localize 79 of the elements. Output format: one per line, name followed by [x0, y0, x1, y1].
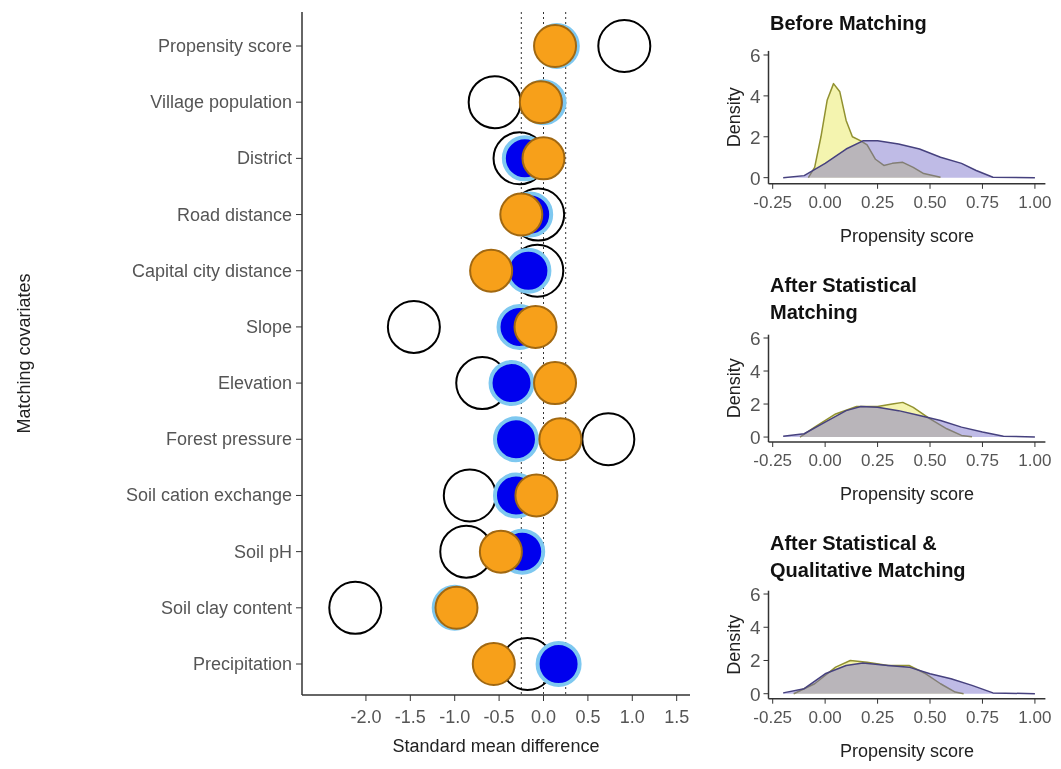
y-tick-label: 4	[749, 85, 761, 107]
y-tick-label: Soil pH	[233, 541, 292, 562]
y-tick-label: 2	[749, 126, 761, 148]
x-tick-label: 0.25	[861, 451, 895, 470]
x-axis-title: Standard mean difference	[392, 736, 600, 756]
point	[514, 473, 559, 518]
x-tick-label: -2.0	[350, 707, 382, 727]
x-tick-label: 0.25	[861, 707, 895, 727]
y-tick-label: Soil cation exchange	[125, 485, 292, 506]
y-axis-title: Density	[724, 87, 744, 148]
y-tick-label: 2	[749, 650, 761, 672]
y-axis-title: Density	[724, 358, 744, 419]
x-tick-label: 0.5	[575, 707, 601, 727]
y-tick-label: 0	[749, 427, 761, 449]
y-tick-label: 6	[749, 328, 761, 349]
point	[499, 192, 544, 237]
x-tick-label: 0.50	[913, 707, 947, 727]
x-tick-label: 0.00	[808, 451, 842, 470]
point	[538, 417, 583, 462]
y-tick-label: Village population	[150, 92, 292, 113]
y-tick-label: Road distance	[176, 204, 292, 225]
x-tick-label: -0.25	[753, 707, 793, 727]
point	[513, 304, 558, 349]
x-tick-label: 0.00	[808, 192, 842, 212]
y-tick-label: Slope	[245, 316, 292, 337]
x-tick-label: 0.0	[530, 707, 557, 727]
point	[597, 19, 652, 73]
x-tick-label: 1.00	[1018, 192, 1052, 212]
point	[533, 361, 578, 406]
x-tick-label: 0.75	[965, 707, 1000, 727]
x-tick-label: -0.5	[483, 707, 515, 727]
x-axis-title: Propensity score	[839, 484, 974, 504]
x-tick-label: -1.5	[394, 707, 426, 727]
chart-title: Before Matching	[770, 12, 927, 34]
y-tick-label: District	[237, 148, 292, 169]
y-axis-title: Matching covariates	[14, 273, 34, 434]
y-tick-label: 6	[749, 44, 761, 66]
y-tick-label: Precipitation	[192, 654, 292, 674]
y-tick-label: Elevation	[217, 373, 292, 394]
point	[469, 248, 514, 293]
point	[488, 360, 535, 407]
y-axis-title: Density	[724, 614, 744, 675]
y-tick-label: Soil clay content	[160, 597, 292, 618]
x-tick-label: 0.50	[913, 451, 947, 470]
point	[467, 75, 522, 130]
point	[521, 136, 566, 181]
x-tick-label: 0.50	[913, 192, 947, 212]
y-tick-label: 4	[749, 361, 761, 383]
x-tick-label: 0.00	[808, 707, 842, 727]
y-tick-label: 4	[749, 617, 761, 639]
y-tick-label: 6	[749, 584, 761, 606]
x-axis-title: Propensity score	[839, 225, 974, 246]
x-tick-label: 0.75	[965, 192, 1000, 212]
x-tick-label: 0.75	[965, 451, 1000, 470]
y-tick-label: Forest pressure	[165, 429, 292, 450]
y-tick-label: Propensity score	[157, 36, 292, 56]
chart-title: After Statistical & Qualitative Matching	[770, 532, 966, 581]
point	[442, 468, 497, 523]
y-tick-label: 2	[749, 394, 761, 416]
point	[471, 642, 516, 686]
x-tick-label: 0.25	[861, 192, 895, 212]
y-tick-label: 0	[749, 683, 761, 705]
point	[478, 529, 523, 574]
point	[492, 416, 539, 463]
x-tick-label: 1.5	[664, 707, 690, 727]
point	[328, 580, 383, 635]
x-tick-label: -0.25	[753, 451, 793, 470]
chart-title: After Statistical Matching	[770, 274, 917, 323]
x-tick-label: 1.00	[1018, 707, 1052, 727]
point	[386, 299, 441, 354]
point	[581, 412, 636, 467]
x-tick-label: 1.0	[619, 707, 645, 727]
y-tick-label: Capital city distance	[131, 260, 292, 281]
point	[535, 641, 582, 687]
x-axis-title: Propensity score	[839, 740, 974, 761]
x-tick-label: -0.25	[753, 192, 793, 212]
x-tick-label: 1.00	[1018, 451, 1052, 470]
x-tick-label: -1.0	[439, 707, 471, 727]
y-tick-label: 0	[749, 167, 761, 189]
